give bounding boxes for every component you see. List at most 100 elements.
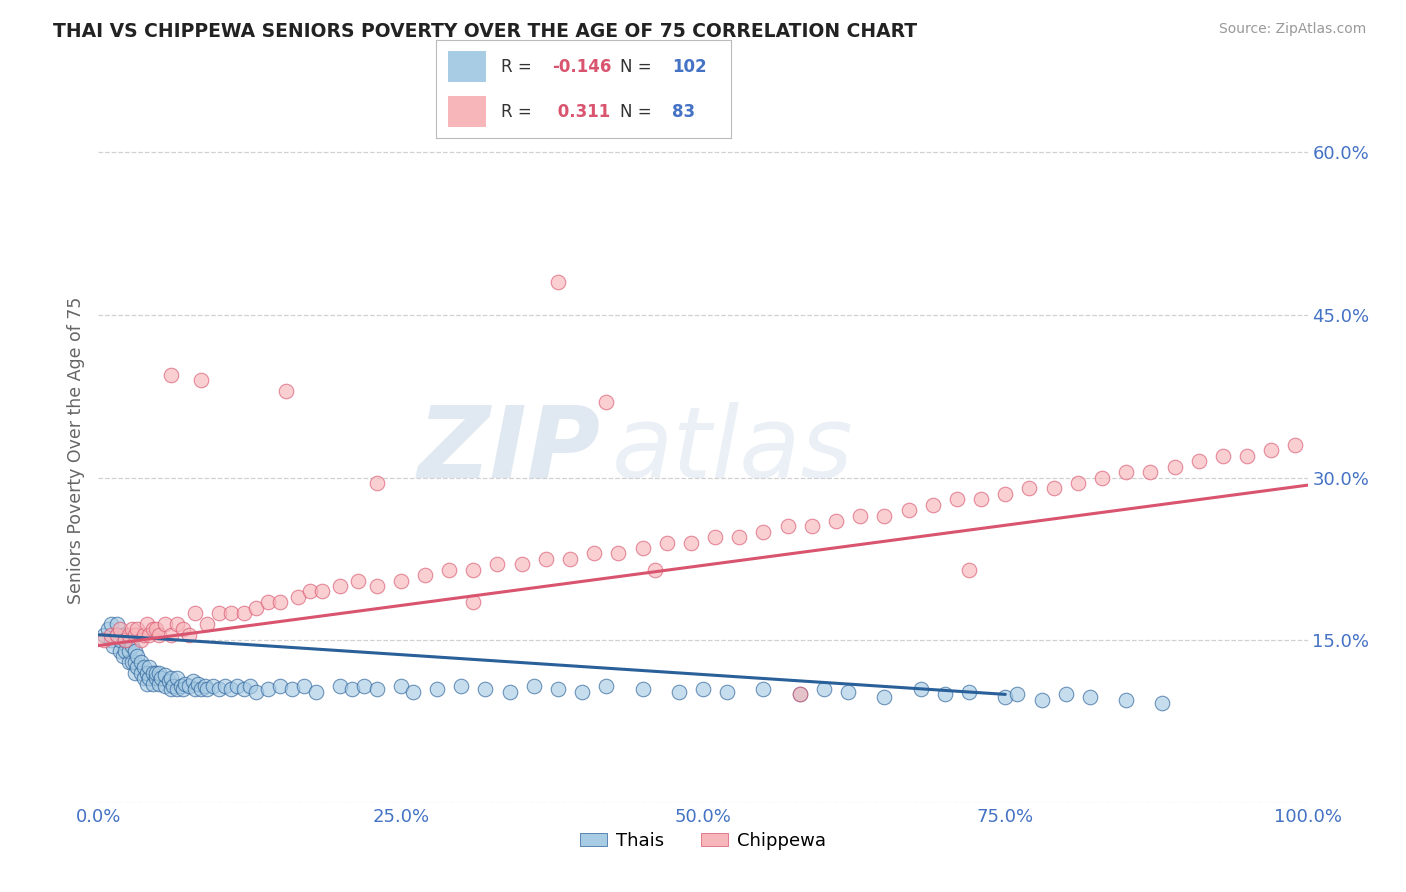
Text: THAI VS CHIPPEWA SENIORS POVERTY OVER THE AGE OF 75 CORRELATION CHART: THAI VS CHIPPEWA SENIORS POVERTY OVER TH…	[53, 22, 918, 41]
Point	[595, 394, 617, 409]
Point	[800, 519, 823, 533]
Point	[347, 574, 370, 588]
Point	[232, 681, 254, 696]
Point	[105, 628, 128, 642]
Point	[366, 579, 388, 593]
Point	[668, 685, 690, 699]
Point	[1163, 459, 1185, 474]
Point	[100, 628, 122, 642]
Point	[704, 530, 727, 544]
Text: N =: N =	[620, 58, 657, 76]
Point	[305, 685, 328, 699]
Point	[245, 685, 267, 699]
Point	[474, 681, 496, 696]
Point	[179, 628, 201, 642]
Point	[970, 492, 993, 507]
Point	[195, 616, 218, 631]
Point	[402, 685, 425, 699]
Point	[329, 579, 352, 593]
Point	[776, 519, 799, 533]
Point	[281, 681, 304, 696]
Point	[121, 639, 143, 653]
Point	[187, 676, 209, 690]
Point	[1007, 687, 1029, 701]
Point	[523, 679, 546, 693]
Point	[1031, 693, 1053, 707]
Point	[181, 674, 204, 689]
Point	[994, 487, 1017, 501]
Point	[329, 679, 352, 693]
Point	[114, 633, 136, 648]
Point	[498, 685, 520, 699]
Point	[366, 681, 388, 696]
Point	[108, 623, 131, 637]
Point	[135, 665, 157, 680]
Point	[145, 671, 167, 685]
Point	[169, 679, 191, 693]
Point	[142, 623, 165, 637]
Point	[463, 563, 485, 577]
Point	[1152, 696, 1174, 710]
FancyBboxPatch shape	[447, 96, 486, 128]
Point	[692, 681, 714, 696]
Point	[153, 668, 176, 682]
Point	[135, 616, 157, 631]
Point	[413, 568, 436, 582]
Point	[389, 679, 412, 693]
Point	[728, 530, 751, 544]
Point	[150, 671, 173, 685]
Point	[631, 681, 654, 696]
Point	[921, 498, 943, 512]
Point	[190, 681, 212, 696]
Point	[101, 639, 124, 653]
Text: 102: 102	[672, 58, 707, 76]
Point	[118, 644, 141, 658]
Point	[957, 563, 980, 577]
Point	[121, 655, 143, 669]
Point	[190, 373, 212, 387]
Point	[873, 690, 896, 704]
Point	[1139, 465, 1161, 479]
Point	[946, 492, 969, 507]
Text: atlas: atlas	[613, 402, 853, 499]
Point	[873, 508, 896, 523]
Point	[256, 595, 278, 609]
Point	[93, 633, 115, 648]
Point	[389, 574, 412, 588]
Point	[226, 679, 249, 693]
Point	[752, 524, 775, 539]
Point	[174, 676, 197, 690]
Point	[1091, 470, 1114, 484]
Text: Source: ZipAtlas.com: Source: ZipAtlas.com	[1219, 22, 1367, 37]
Point	[162, 679, 184, 693]
Text: 83: 83	[672, 103, 695, 120]
Point	[124, 665, 146, 680]
FancyBboxPatch shape	[447, 51, 486, 82]
Text: N =: N =	[620, 103, 657, 120]
Point	[1236, 449, 1258, 463]
Point	[160, 368, 183, 382]
Point	[957, 685, 980, 699]
Point	[837, 685, 859, 699]
Point	[232, 606, 254, 620]
Point	[679, 535, 702, 549]
Point	[813, 681, 835, 696]
Point	[1212, 449, 1234, 463]
Text: -0.146: -0.146	[553, 58, 612, 76]
Point	[437, 563, 460, 577]
Point	[194, 679, 217, 693]
Point	[274, 384, 297, 398]
Point	[269, 679, 291, 693]
Point	[129, 655, 152, 669]
Point	[153, 616, 176, 631]
Point	[134, 671, 156, 685]
Point	[105, 616, 128, 631]
Point	[1054, 687, 1077, 701]
Point	[1284, 438, 1306, 452]
Point	[934, 687, 956, 701]
Point	[239, 679, 262, 693]
Point	[145, 665, 167, 680]
Point	[1115, 693, 1137, 707]
Point	[184, 681, 207, 696]
Point	[353, 679, 375, 693]
